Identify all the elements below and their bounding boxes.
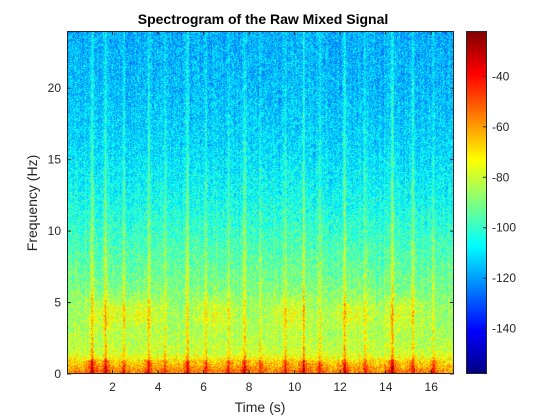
y-axis-label: Frequency (Hz) <box>24 155 40 251</box>
colorbar-tick-label: -80 <box>492 170 510 184</box>
colorbar-tick-label: -40 <box>492 69 510 83</box>
colorbar-frame <box>466 31 487 374</box>
x-tick-label: 10 <box>288 380 302 394</box>
x-tick-label: 6 <box>200 380 207 394</box>
x-axis: 2 4 6 8 10 12 14 16 <box>109 31 438 394</box>
y-tick-label: 0 <box>54 367 61 381</box>
colorbar-ticks: -40 -60 -80 -100 -120 -140 <box>483 69 516 336</box>
colorbar-tick-label: -60 <box>492 120 510 134</box>
colorbar: -40 -60 -80 -100 -120 -140 <box>466 31 516 374</box>
spectrogram-image <box>67 31 454 374</box>
y-tick-label: 15 <box>48 153 62 167</box>
colorbar-tick-label: -100 <box>492 221 516 235</box>
y-tick-label: 20 <box>48 81 62 95</box>
x-tick-label: 4 <box>155 380 162 394</box>
colorbar-gradient <box>466 31 487 374</box>
colorbar-tick-label: -140 <box>492 322 516 336</box>
x-tick-label: 2 <box>109 380 116 394</box>
y-tick-label: 10 <box>48 224 62 238</box>
y-axis: 0 5 10 15 20 <box>48 81 454 381</box>
x-tick-label: 16 <box>425 380 439 394</box>
x-tick-label: 12 <box>333 380 347 394</box>
spectrogram-plot <box>67 31 454 374</box>
x-axis-label: Time (s) <box>235 399 286 415</box>
colorbar-tick-label: -120 <box>492 271 516 285</box>
chart-title: Spectrogram of the Raw Mixed Signal <box>138 11 389 27</box>
x-tick-label: 8 <box>246 380 253 394</box>
y-tick-label: 5 <box>54 296 61 310</box>
x-tick-label: 14 <box>379 380 393 394</box>
plot-frame <box>67 31 454 374</box>
